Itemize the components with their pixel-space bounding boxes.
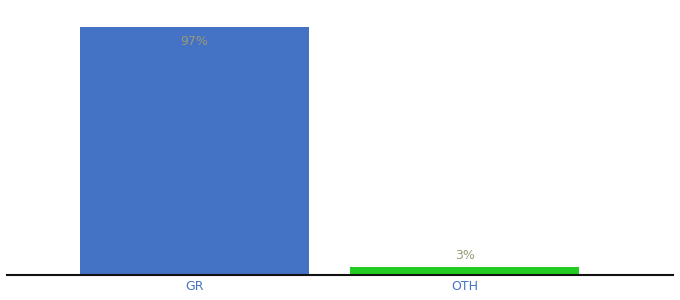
Bar [80,27,309,274]
Bar [350,267,579,274]
Text: 97%: 97% [180,35,208,48]
Text: 3%: 3% [455,249,475,262]
